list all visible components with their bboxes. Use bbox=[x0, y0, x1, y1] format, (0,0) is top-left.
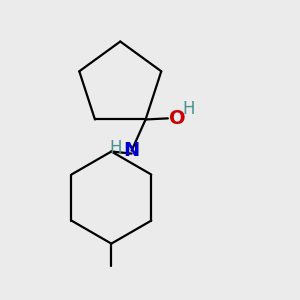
Text: H: H bbox=[109, 139, 122, 157]
Text: O: O bbox=[169, 109, 186, 128]
Text: H: H bbox=[182, 100, 195, 118]
Text: N: N bbox=[124, 141, 140, 160]
